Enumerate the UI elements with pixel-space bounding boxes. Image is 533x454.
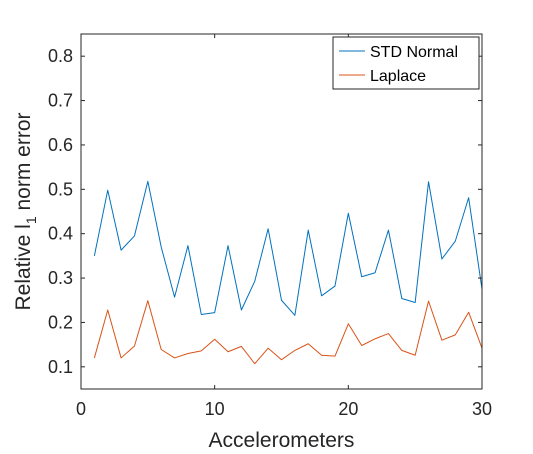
y-tick-label: 0.5 — [48, 179, 73, 199]
x-tick-label: 0 — [76, 399, 86, 419]
x-tick-label: 30 — [472, 399, 492, 419]
tick-layer: 0 10 20 30 0.1 0.2 0.3 0.4 0.5 0.6 0.7 0.8 — [48, 34, 492, 419]
x-tick-label: 20 — [338, 399, 358, 419]
series-line-std-normal — [93, 180, 483, 316]
plot-frame — [80, 33, 483, 390]
y-tick-label: 0.6 — [48, 135, 73, 155]
legend-box — [332, 36, 480, 90]
y-tick-label: 0.8 — [48, 46, 73, 66]
y-tick-label: 0.7 — [48, 91, 73, 111]
y-axis-label-rest: norm error — [12, 112, 35, 216]
plot-area — [81, 34, 482, 389]
y-tick-label: 0.2 — [48, 312, 73, 332]
y-tick-label: 0.4 — [48, 224, 73, 244]
series-layer — [93, 180, 483, 365]
legend-label-laplace: Laplace — [370, 68, 426, 85]
x-tick-label: 10 — [205, 399, 225, 419]
legend-label-std-normal: STD Normal — [370, 44, 458, 61]
x-axis-label: Accelerometers — [209, 429, 355, 452]
y-axis-label-main: Relative l — [12, 224, 35, 310]
y-tick-label: 0.1 — [48, 357, 73, 377]
legend: STD Normal Laplace — [332, 36, 480, 90]
y-axis-label: Relative l1 norm error — [12, 112, 39, 310]
y-tick-label: 0.3 — [48, 268, 73, 288]
y-axis-label-subscript: 1 — [23, 216, 39, 224]
series-line-laplace — [93, 300, 483, 365]
